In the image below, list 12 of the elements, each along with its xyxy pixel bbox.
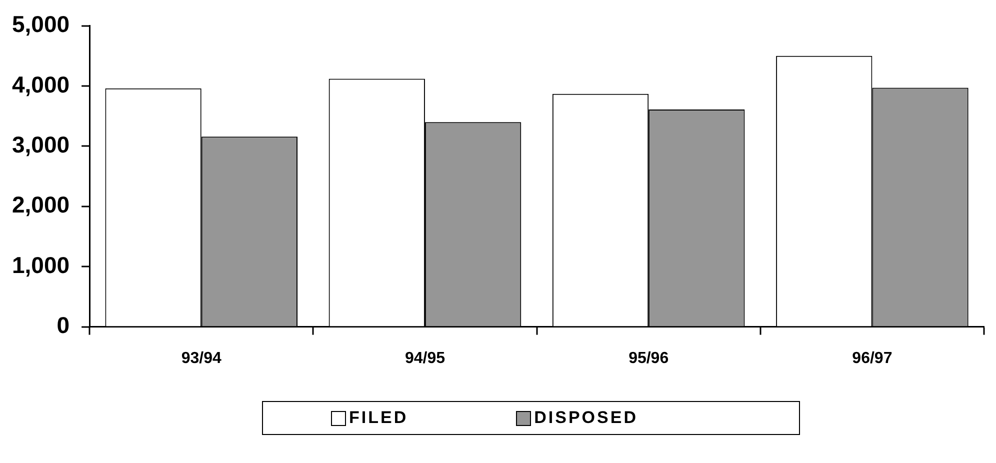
- legend-label: DISPOSED: [534, 408, 638, 428]
- x-tick-label: 93/94: [181, 350, 222, 367]
- y-tick-label: 3,000: [12, 132, 70, 158]
- y-tick-label: 0: [56, 312, 70, 338]
- y-tick-label: 4,000: [12, 71, 70, 98]
- x-tick-label: 96/97: [852, 350, 892, 367]
- legend-label: FILED: [349, 408, 408, 428]
- y-tick-label: 1,000: [12, 252, 70, 278]
- y-tick-label: 2,000: [12, 192, 70, 218]
- x-tick-label: 94/95: [404, 350, 446, 367]
- x-tick-label: 95/96: [628, 350, 669, 367]
- y-tick-label: 5,000: [12, 11, 70, 38]
